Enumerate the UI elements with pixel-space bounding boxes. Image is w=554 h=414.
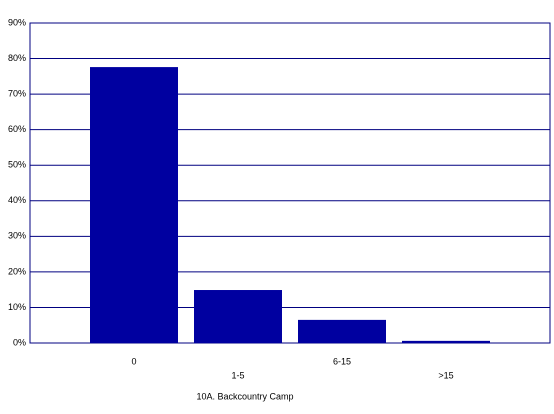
y-tick-label: 60%	[8, 124, 26, 134]
bar	[194, 290, 282, 343]
bar	[90, 67, 178, 343]
bar	[298, 319, 386, 343]
bar	[402, 340, 490, 343]
y-tick-label: 50%	[8, 160, 26, 170]
y-tick-label: 10%	[8, 302, 26, 312]
y-tick-label: 40%	[8, 195, 26, 205]
x-tick-label: 0	[131, 356, 136, 366]
y-tick-label: 0%	[13, 337, 26, 347]
chart-title: 10A. Backcountry Camp	[196, 391, 293, 401]
y-tick-label: 20%	[8, 266, 26, 276]
x-tick-label: 1-5	[231, 370, 244, 380]
x-tick-label: >15	[438, 370, 453, 380]
y-tick-label: 80%	[8, 53, 26, 63]
x-tick-label: 6-15	[333, 356, 351, 366]
y-tick-label: 30%	[8, 231, 26, 241]
y-tick-label: 90%	[8, 17, 26, 27]
y-tick-label: 70%	[8, 88, 26, 98]
